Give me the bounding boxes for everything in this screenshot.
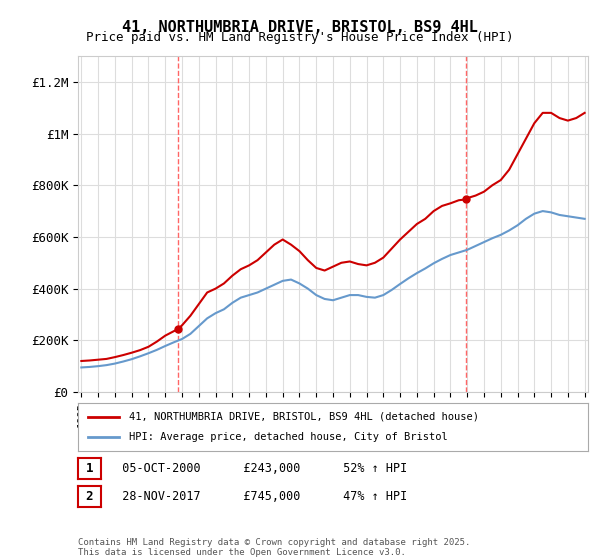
Text: 2: 2: [86, 489, 93, 503]
Text: 41, NORTHUMBRIA DRIVE, BRISTOL, BS9 4HL: 41, NORTHUMBRIA DRIVE, BRISTOL, BS9 4HL: [122, 20, 478, 35]
Text: 05-OCT-2000      £243,000      52% ↑ HPI: 05-OCT-2000 £243,000 52% ↑ HPI: [108, 461, 407, 475]
Text: 28-NOV-2017      £745,000      47% ↑ HPI: 28-NOV-2017 £745,000 47% ↑ HPI: [108, 489, 407, 503]
Text: HPI: Average price, detached house, City of Bristol: HPI: Average price, detached house, City…: [129, 432, 448, 442]
Text: Price paid vs. HM Land Registry's House Price Index (HPI): Price paid vs. HM Land Registry's House …: [86, 31, 514, 44]
Text: Contains HM Land Registry data © Crown copyright and database right 2025.
This d: Contains HM Land Registry data © Crown c…: [78, 538, 470, 557]
Text: 41, NORTHUMBRIA DRIVE, BRISTOL, BS9 4HL (detached house): 41, NORTHUMBRIA DRIVE, BRISTOL, BS9 4HL …: [129, 412, 479, 422]
Text: 1: 1: [86, 461, 93, 475]
